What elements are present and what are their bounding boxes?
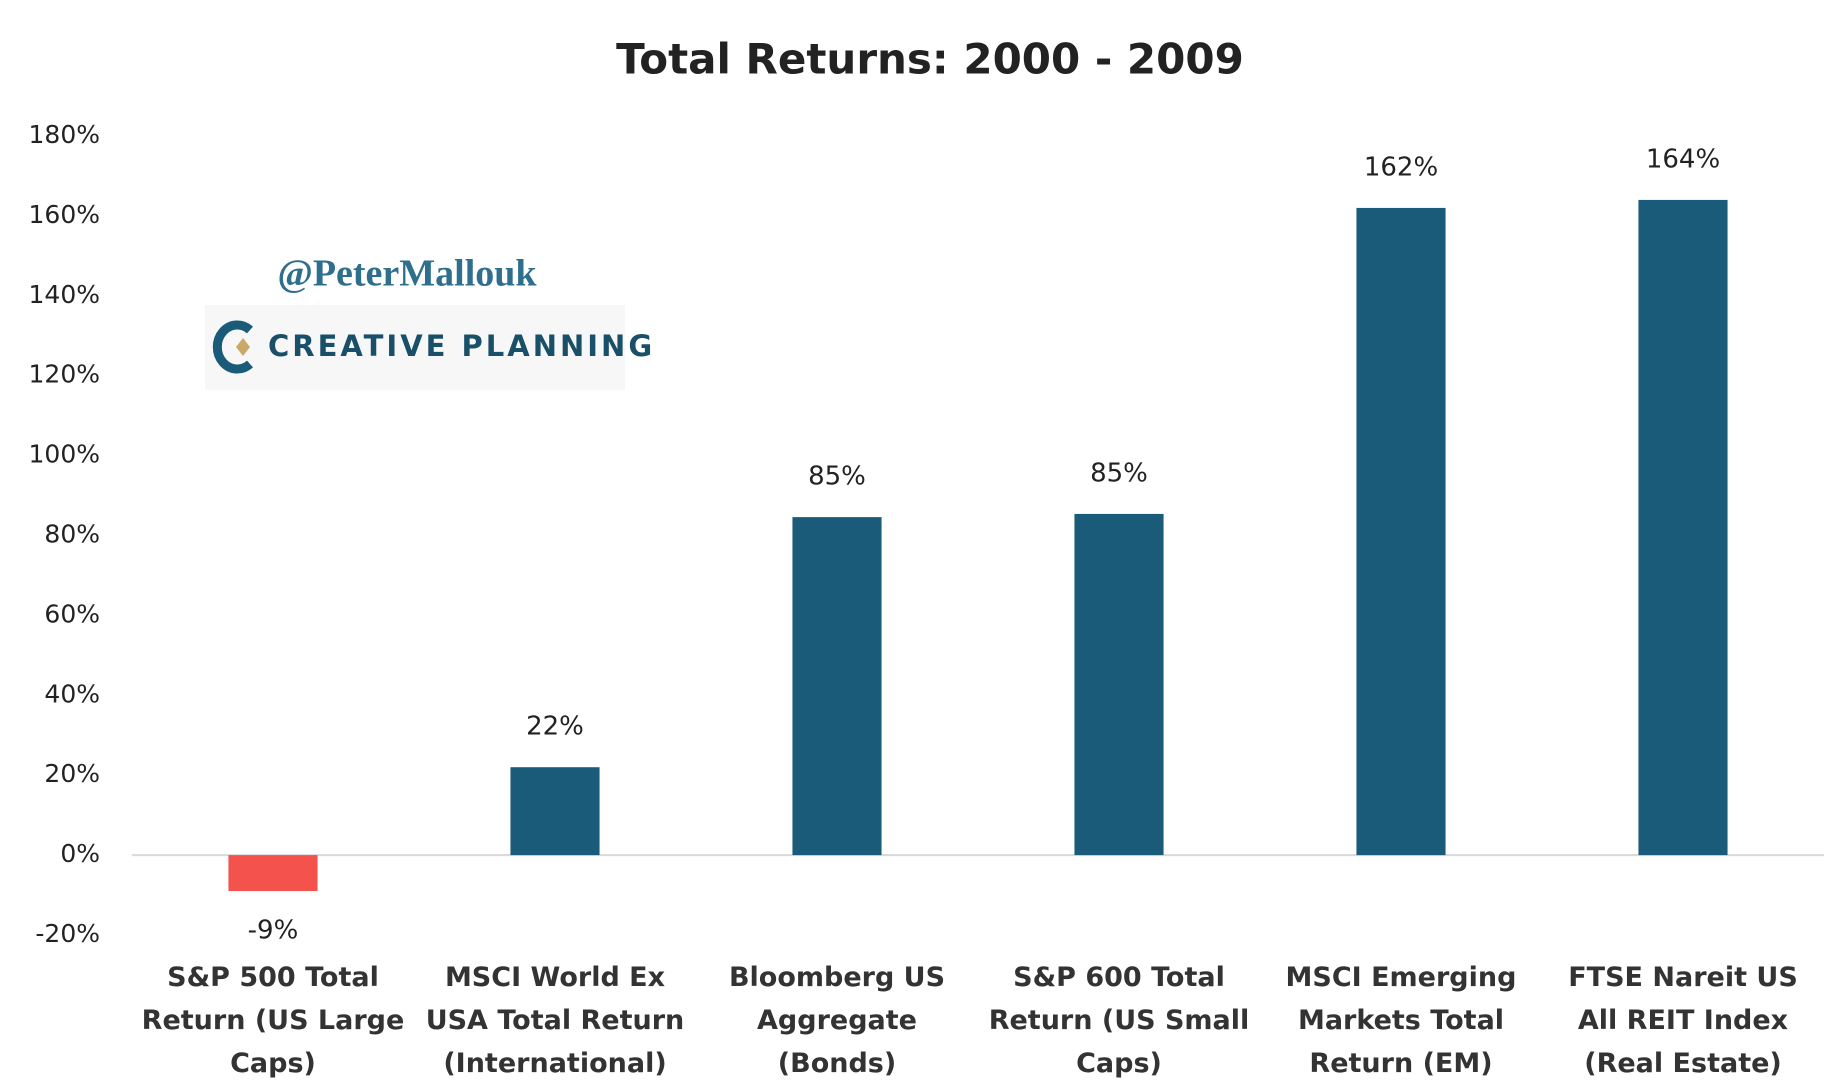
bar xyxy=(1638,199,1728,856)
x-tick-label: S&P 600 Total Return (US Small Caps) xyxy=(988,962,1250,1079)
y-tick-label: 20% xyxy=(44,759,100,788)
value-label: 85% xyxy=(808,462,866,492)
x-tick-label: MSCI Emerging Markets Total Return (EM) xyxy=(1285,962,1517,1079)
bar xyxy=(1074,513,1164,856)
bar xyxy=(1356,207,1446,856)
chart-title: Total Returns: 2000 - 2009 xyxy=(616,35,1244,84)
x-tick-label: Bloomberg US Aggregate (Bonds) xyxy=(728,962,946,1079)
logo-icon xyxy=(212,320,254,374)
y-tick-label: 0% xyxy=(60,839,100,868)
value-label: 164% xyxy=(1646,144,1720,174)
x-tick-label: FTSE Nareit US All REIT Index (Real Esta… xyxy=(1568,962,1798,1079)
y-tick-label: 120% xyxy=(29,360,100,389)
y-tick-label: 80% xyxy=(44,520,100,549)
y-tick-label: -20% xyxy=(35,919,100,948)
logo-diamond xyxy=(236,338,250,356)
x-tick-label: S&P 500 Total Return (US Large Caps) xyxy=(141,962,405,1079)
value-label: 85% xyxy=(1090,458,1148,488)
bar xyxy=(228,855,318,892)
value-label: 22% xyxy=(526,712,584,742)
bar xyxy=(510,767,600,856)
y-tick-label: 160% xyxy=(29,200,100,229)
value-label: -9% xyxy=(248,916,299,946)
y-tick-label: 180% xyxy=(29,120,100,149)
watermark-brand: CREATIVE PLANNING xyxy=(268,329,655,363)
x-tick-label: MSCI World Ex USA Total Return (Internat… xyxy=(425,962,685,1079)
logo-bg xyxy=(205,305,625,390)
bar xyxy=(792,517,882,856)
y-tick-label: 40% xyxy=(44,679,100,708)
y-tick-label: 60% xyxy=(44,599,100,628)
y-tick-label: 140% xyxy=(29,280,100,309)
y-tick-label: 100% xyxy=(29,440,100,469)
watermark-handle: @PeterMallouk xyxy=(277,253,537,295)
value-label: 162% xyxy=(1364,152,1438,182)
